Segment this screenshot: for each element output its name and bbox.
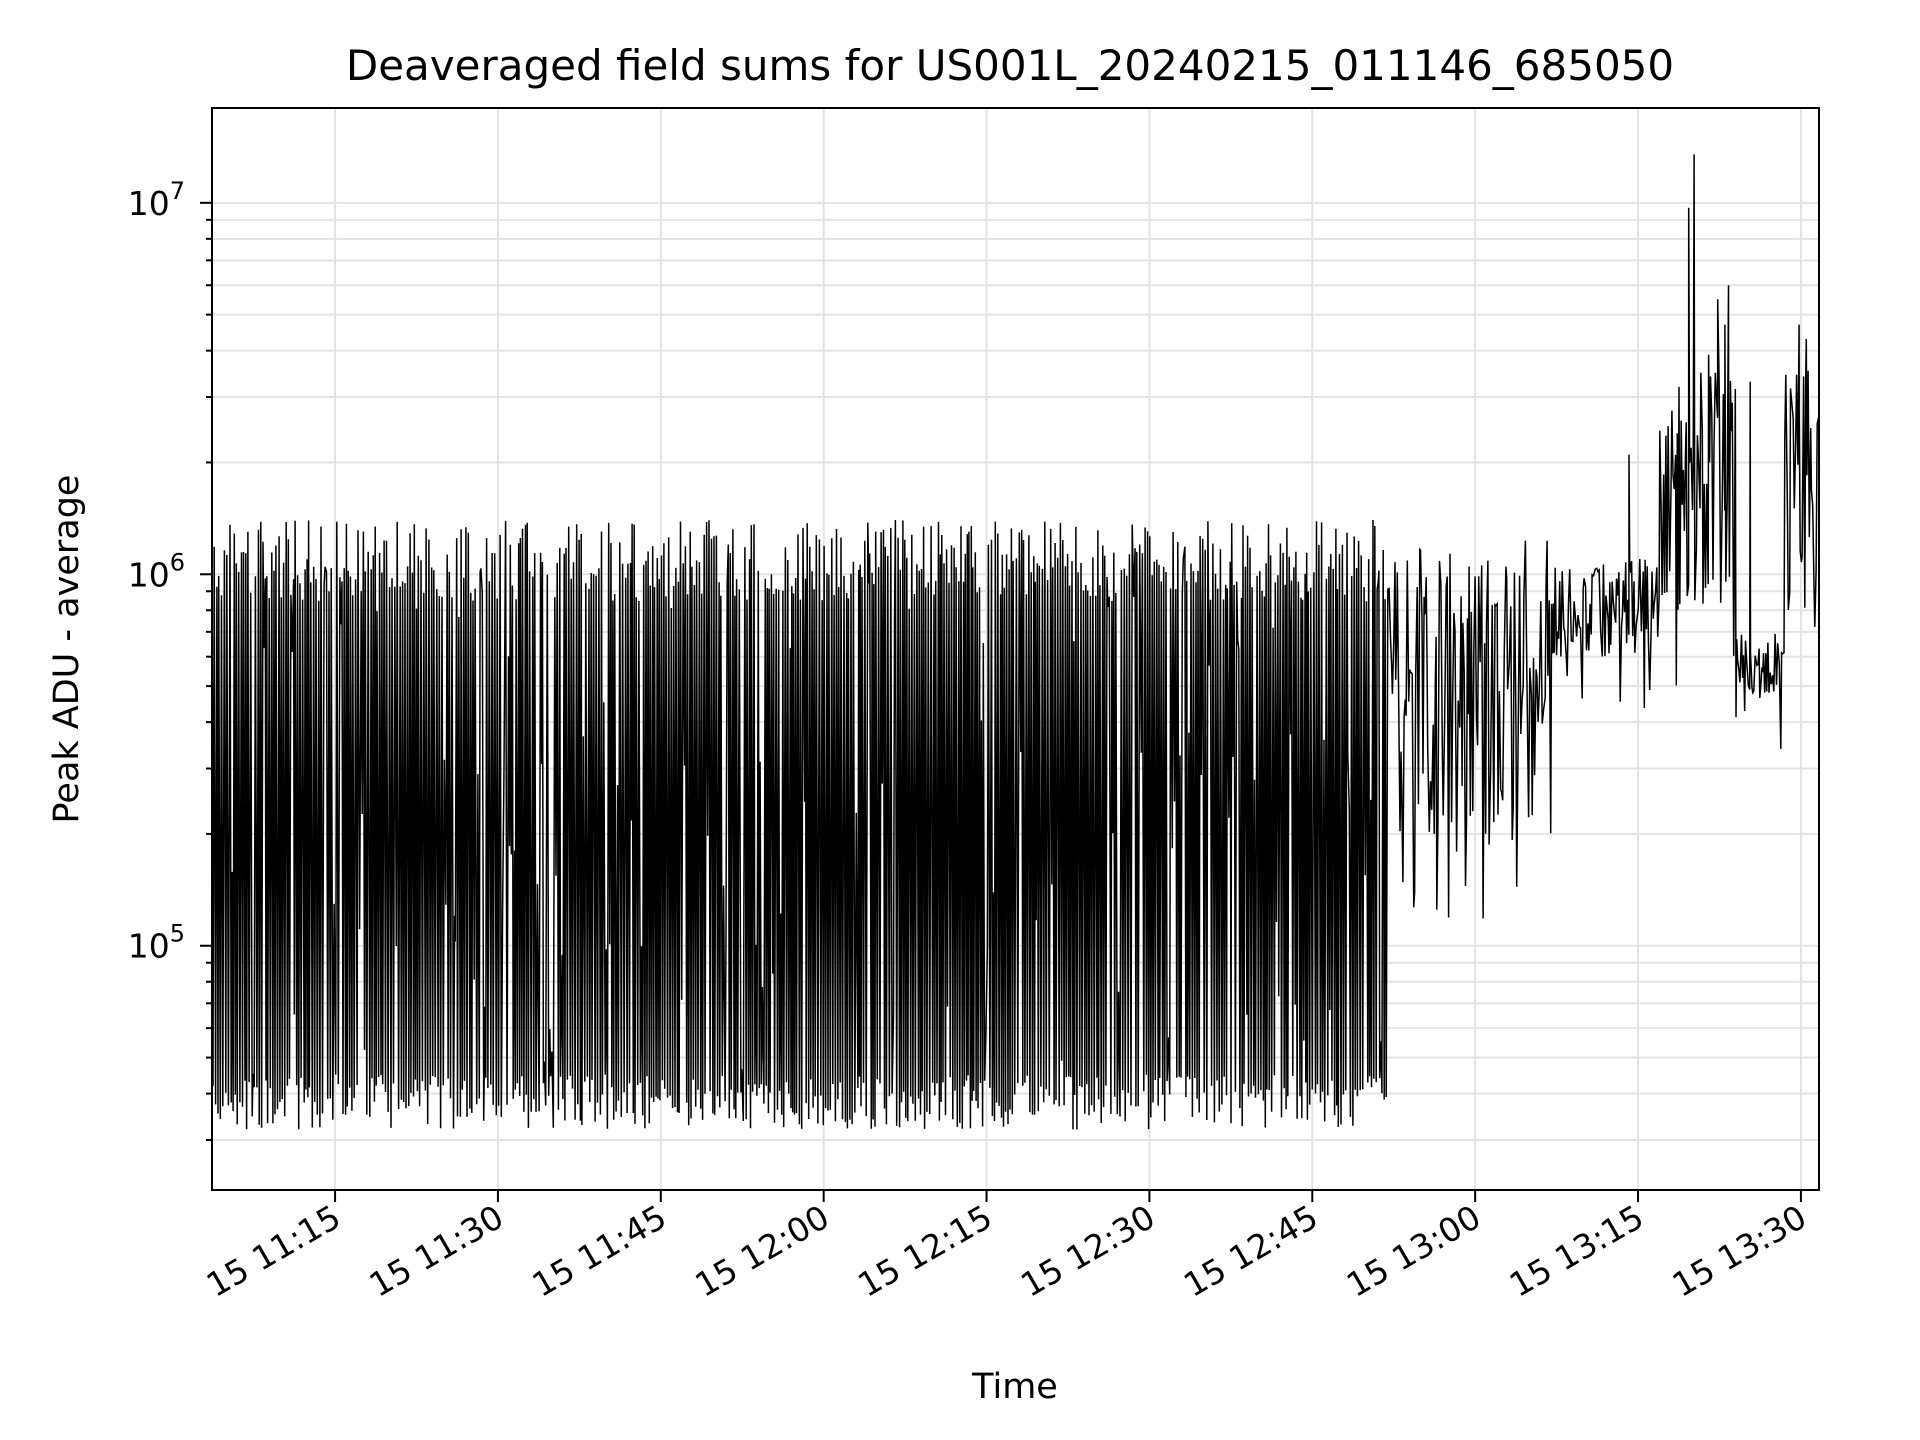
x-tick-label: 15 13:00 [1340,1197,1487,1305]
x-tick-label: 15 12:45 [1177,1197,1324,1305]
x-tick-label: 15 12:15 [851,1197,998,1305]
y-axis: 105 106 107 [128,177,212,1141]
x-axis: 15 11:15 15 11:30 15 11:45 15 12:00 15 12:15… [200,1190,1813,1305]
y-tick-label: 106 [128,548,185,594]
x-axis-label: Time [971,1367,1058,1407]
chart-title: Deaveraged field sums for US001L_2024021… [346,41,1674,90]
x-tick-label: 15 13:15 [1503,1197,1650,1305]
plot-frame [211,107,1820,1191]
series-line [211,154,1820,1130]
x-tick-label: 15 11:30 [363,1197,510,1305]
x-tick-label: 15 12:00 [688,1197,835,1305]
y-tick-label: 107 [128,177,185,223]
x-tick-label: 15 11:15 [200,1197,347,1305]
series-line-path [211,154,1820,1130]
x-tick-label: 15 13:30 [1666,1197,1813,1305]
x-tick-label: 15 11:45 [525,1197,672,1305]
y-tick-label: 105 [128,920,185,966]
x-tick-label: 15 12:30 [1014,1197,1161,1305]
y-axis-label: Peak ADU - average [47,475,87,824]
